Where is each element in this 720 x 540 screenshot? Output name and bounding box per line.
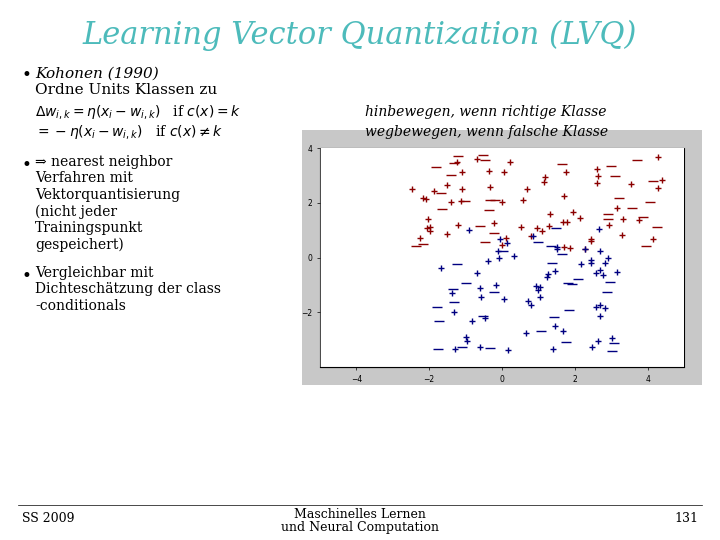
Text: Vektorquantisierung: Vektorquantisierung <box>35 188 180 202</box>
Text: •: • <box>22 267 32 285</box>
Text: -conditionals: -conditionals <box>35 299 126 313</box>
Text: SS 2009: SS 2009 <box>22 511 74 524</box>
Text: Trainingspunkt: Trainingspunkt <box>35 221 143 235</box>
Text: ⇒ nearest neighbor: ⇒ nearest neighbor <box>35 155 172 169</box>
Text: und Neural Computation: und Neural Computation <box>281 521 439 534</box>
Text: Verfahren mit: Verfahren mit <box>35 172 133 186</box>
Text: wegbewegen, wenn falsche Klasse: wegbewegen, wenn falsche Klasse <box>365 125 608 139</box>
Text: Dichteschätzung der class: Dichteschätzung der class <box>35 282 221 296</box>
Text: $= -\eta(x_i - w_{i,k})$   if $c(x) \neq k$: $= -\eta(x_i - w_{i,k})$ if $c(x) \neq k… <box>35 123 223 141</box>
Text: gespeichert): gespeichert) <box>35 237 124 252</box>
Text: $\Delta w_{i,k} = \eta(x_i - w_{i,k})$   if $c(x) = k$: $\Delta w_{i,k} = \eta(x_i - w_{i,k})$ i… <box>35 103 241 121</box>
Text: 131: 131 <box>674 511 698 524</box>
Text: Learning Vector Quantization (LVQ): Learning Vector Quantization (LVQ) <box>83 19 637 51</box>
Text: Kohonen (1990): Kohonen (1990) <box>35 67 158 81</box>
Text: Ordne Units Klassen zu: Ordne Units Klassen zu <box>35 83 217 97</box>
Text: hinbewegen, wenn richtige Klasse: hinbewegen, wenn richtige Klasse <box>365 105 606 119</box>
Bar <box>320 148 684 367</box>
Text: •: • <box>22 66 32 84</box>
Text: Vergleichbar mit: Vergleichbar mit <box>35 266 153 280</box>
Text: •: • <box>22 156 32 174</box>
Bar <box>302 130 702 385</box>
Text: Maschinelles Lernen: Maschinelles Lernen <box>294 508 426 521</box>
Text: (nicht jeder: (nicht jeder <box>35 204 117 219</box>
